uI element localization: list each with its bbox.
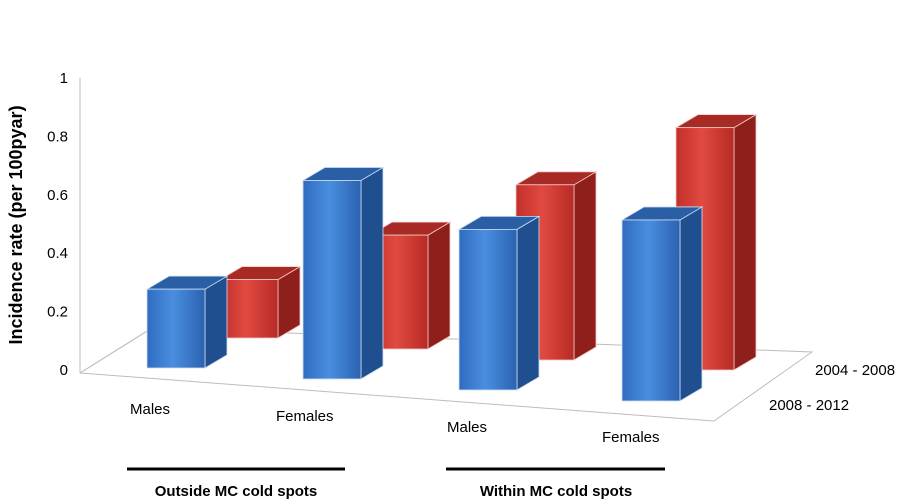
group-brackets: Outside MC cold spots Within MC cold spo… bbox=[127, 467, 665, 500]
bar-2008-2012-0 bbox=[145, 275, 229, 369]
group-label-outside: Outside MC cold spots bbox=[155, 483, 318, 500]
bars bbox=[145, 113, 758, 402]
bar-2008-2012-2-side bbox=[516, 215, 540, 391]
bar-2004-2008-0-front bbox=[219, 279, 279, 339]
y-axis-ticks: 0 0.2 0.4 0.6 0.8 1 bbox=[47, 70, 68, 379]
bar-2008-2012-3 bbox=[620, 206, 704, 402]
bar-2008-2012-1 bbox=[301, 166, 385, 380]
y-axis-label: Incidence rate (per 100pyar) bbox=[6, 105, 26, 344]
floor bbox=[79, 78, 814, 422]
bar-2004-2008-0 bbox=[218, 265, 302, 339]
category-label-males-outside: Males bbox=[130, 401, 170, 418]
y-tick-label: 0 bbox=[60, 362, 68, 379]
bar-2008-2012-2 bbox=[457, 215, 541, 391]
floor-left-edge bbox=[79, 327, 153, 374]
category-label-females-outside: Females bbox=[276, 408, 334, 425]
y-tick-label: 0.4 bbox=[47, 245, 68, 262]
y-tick-label: 0.2 bbox=[47, 304, 68, 321]
bar-2004-2008-1-side bbox=[427, 221, 451, 350]
bar-2008-2012-2-front bbox=[458, 228, 518, 391]
group-label-within: Within MC cold spots bbox=[480, 483, 632, 500]
bar-2008-2012-3-front bbox=[621, 219, 681, 402]
series-label-2004-2008: 2004 - 2008 bbox=[815, 362, 895, 379]
bar-2008-2012-3-side bbox=[679, 206, 703, 402]
y-tick-label: 0.6 bbox=[47, 187, 68, 204]
category-label-females-within: Females bbox=[602, 429, 660, 446]
bar-2004-2008-3-side bbox=[733, 113, 757, 371]
bar-2008-2012-0-front bbox=[146, 288, 206, 369]
bar-2008-2012-0-side bbox=[204, 275, 228, 369]
bar-2008-2012-1-front bbox=[302, 180, 362, 380]
category-label-males-within: Males bbox=[447, 419, 487, 436]
series-labels: 2004 - 2008 2008 - 2012 bbox=[769, 362, 895, 414]
category-labels: Males Females Males Females bbox=[130, 401, 660, 446]
bar-2008-2012-1-side bbox=[360, 166, 384, 380]
y-tick-label: 1 bbox=[60, 70, 68, 87]
y-tick-label: 0.8 bbox=[47, 128, 68, 145]
bar-2004-2008-2-side bbox=[573, 171, 597, 361]
series-label-2008-2012: 2008 - 2012 bbox=[769, 397, 849, 414]
